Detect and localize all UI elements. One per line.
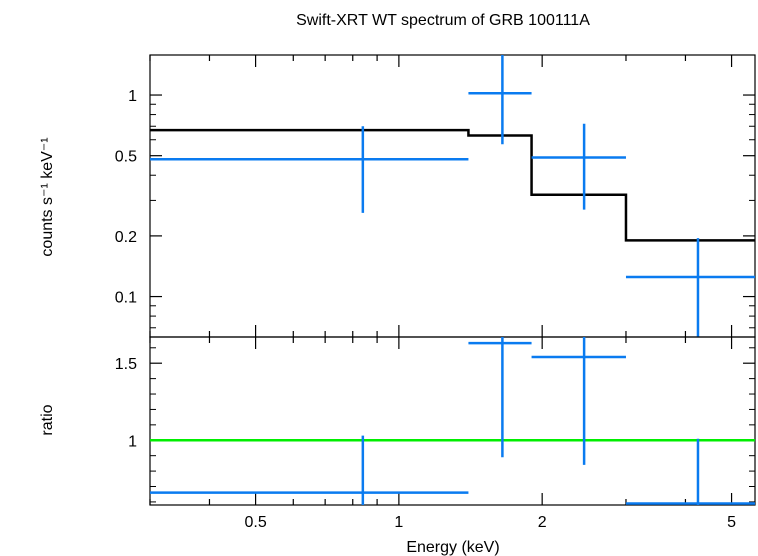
- ratio-frame: [149, 336, 756, 506]
- x-tick-label: 0.5: [244, 514, 266, 531]
- chart-title: Swift-XRT WT spectrum of GRB 100111A: [296, 12, 590, 29]
- spectrum-ytick-label: 1: [128, 88, 137, 105]
- spectrum-y-axis-label: counts s⁻¹ keV⁻¹: [39, 137, 56, 256]
- ratio-ytick-label: 1: [128, 433, 137, 450]
- spectrum-frame: [149, 54, 756, 338]
- x-tick-label: 2: [538, 514, 547, 531]
- x-axis-label: Energy (keV): [406, 539, 499, 556]
- spectrum-ytick-label: 0.2: [115, 229, 137, 246]
- spectrum-ytick-label: 0.5: [115, 149, 137, 166]
- spectrum-ytick-label: 0.1: [115, 290, 137, 307]
- x-tick-label: 5: [727, 514, 736, 531]
- x-tick-label: 1: [394, 514, 403, 531]
- ratio-ytick-label: 1.5: [115, 356, 137, 373]
- spectrum-model-line: [150, 128, 755, 242]
- ratio-y-axis-label: ratio: [39, 404, 56, 435]
